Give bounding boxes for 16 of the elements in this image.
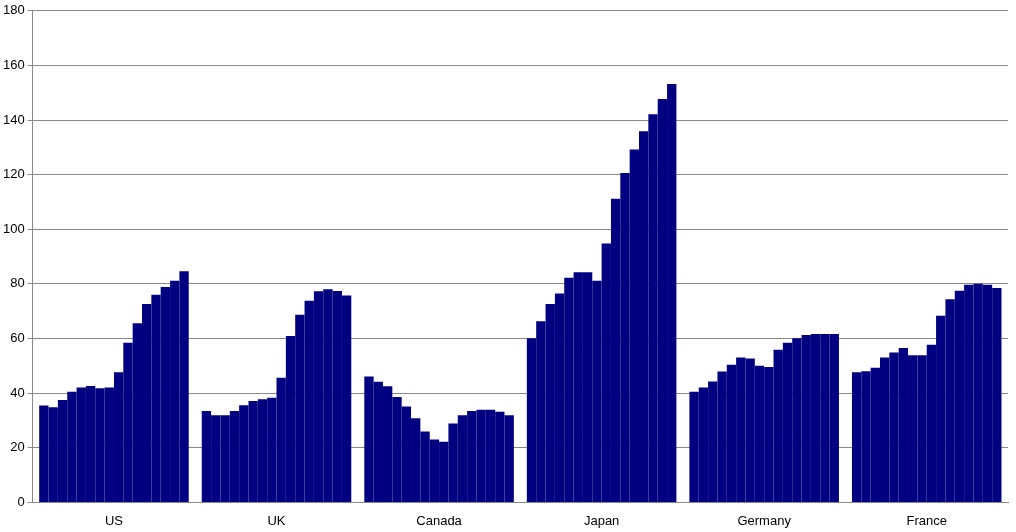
x-tick-label: France — [906, 512, 947, 528]
y-tick-label: 140 — [2, 111, 25, 127]
x-tick-label: UK — [267, 512, 286, 528]
y-tick-label: 180 — [2, 2, 25, 18]
y-tick-label: 160 — [2, 57, 25, 72]
x-tick-label: US — [104, 512, 124, 528]
x-tick-label: Japan — [583, 512, 620, 528]
y-tick-label: 60 — [10, 330, 25, 346]
x-tick-label: Germany — [737, 512, 792, 528]
y-tick-label: 20 — [10, 439, 25, 455]
y-tick-label: 40 — [10, 384, 25, 400]
y-tick-label: 0 — [17, 493, 25, 509]
x-tick-label: Canada — [416, 512, 463, 528]
y-tick-label: 100 — [2, 220, 25, 236]
y-tick-label: 120 — [2, 166, 25, 182]
y-tick-label: 80 — [10, 275, 25, 291]
